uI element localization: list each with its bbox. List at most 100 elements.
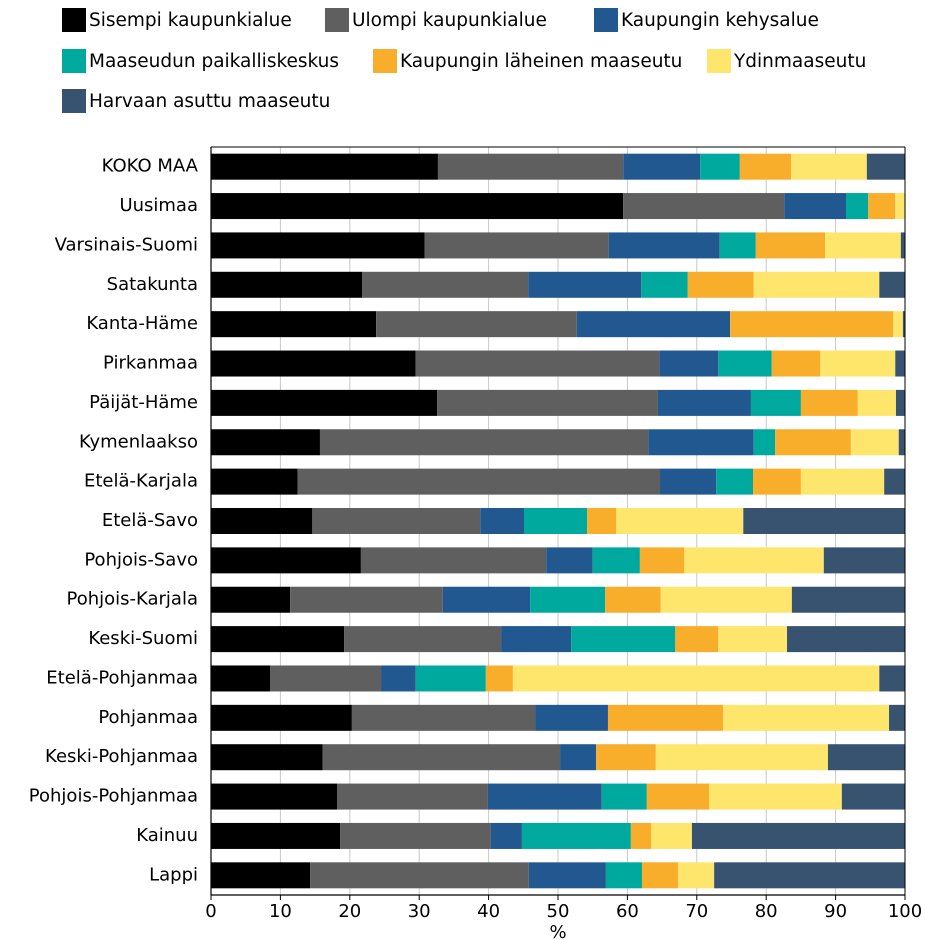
bar-segment: [442, 586, 531, 613]
bar-segment: [753, 271, 880, 298]
bar-segment: [310, 862, 529, 889]
bar-segment: [709, 783, 842, 810]
bar-segment: [691, 822, 905, 849]
x-tick-label: 40: [477, 901, 500, 922]
bar-segment: [884, 468, 905, 495]
bar-segment: [678, 862, 715, 889]
bar-segment: [596, 744, 656, 771]
bar-segment: [211, 508, 313, 534]
bar-segment: [501, 626, 572, 653]
bar-segment: [800, 468, 885, 495]
bar-segment: [641, 862, 679, 889]
bar-segment: [655, 744, 828, 771]
bar-segment: [739, 153, 792, 180]
bar-segment: [587, 508, 617, 534]
bar-segment: [601, 783, 647, 810]
x-tick-label: 60: [616, 901, 639, 922]
bar-segment: [879, 665, 905, 692]
legend-swatch: [373, 49, 397, 73]
bar-segment: [480, 508, 524, 534]
bar-segment: [743, 508, 905, 534]
bar-segment: [512, 665, 880, 692]
bar-segment: [889, 704, 905, 731]
bar-segment: [546, 547, 593, 574]
bar-segment: [714, 862, 905, 889]
bar-segment: [424, 232, 609, 259]
bar-segment: [337, 783, 488, 810]
bar-segment: [437, 153, 624, 180]
bar-segment: [319, 429, 649, 456]
legend-label: Harvaan asuttu maaseutu: [89, 91, 330, 112]
bar-segment: [700, 153, 740, 180]
bar-segment: [650, 822, 692, 849]
bar-segment: [211, 783, 338, 810]
bar-segment: [211, 704, 352, 731]
x-tick-label: 10: [269, 901, 292, 922]
bar-segment: [605, 862, 642, 889]
y-tick-label: Pohjois-Savo: [84, 549, 198, 570]
bar-segment: [784, 193, 847, 220]
x-tick-label: 70: [685, 901, 708, 922]
x-axis-label: %: [549, 922, 566, 940]
bar-segment: [902, 311, 905, 338]
bar-segment: [723, 704, 890, 731]
y-tick-label: KOKO MAA: [102, 156, 199, 177]
bar-segment: [351, 704, 536, 731]
bar-segment: [719, 232, 756, 259]
x-tick-label: 0: [205, 901, 216, 922]
bar-segment: [675, 626, 719, 653]
x-tick-label: 90: [824, 901, 847, 922]
y-tick-label: Etelä-Pohjanmaa: [46, 667, 198, 688]
bar-segment: [605, 586, 661, 613]
bar-segment: [893, 311, 903, 338]
bar-segment: [659, 350, 719, 377]
y-tick-label: Satakunta: [107, 274, 198, 295]
bar-segment: [608, 232, 720, 259]
bar-segment: [771, 350, 821, 377]
bar-segment: [211, 665, 270, 692]
bar-segment: [616, 508, 744, 534]
bar-segment: [211, 586, 291, 613]
bar-segment: [592, 547, 640, 574]
bar-segment: [791, 153, 867, 180]
bar-segment: [718, 350, 772, 377]
bar-segment: [641, 271, 688, 298]
bar-segment: [825, 232, 901, 259]
bar-segment: [866, 153, 905, 180]
bar-segment: [895, 389, 905, 416]
bar-segment: [753, 468, 801, 495]
bar-segment: [437, 389, 658, 416]
bar-segment: [657, 389, 751, 416]
bar-segment: [487, 783, 602, 810]
y-tick-label: Päijät-Häme: [89, 392, 198, 413]
bar-segment: [639, 547, 685, 574]
legend-label: Kaupungin kehysalue: [621, 10, 819, 31]
bar-segment: [623, 193, 785, 220]
legend-swatch: [62, 49, 86, 73]
x-tick-label: 50: [547, 901, 570, 922]
legend-swatch: [594, 8, 618, 32]
y-tick-label: Keski-Suomi: [88, 628, 198, 649]
bar-segment: [898, 429, 905, 456]
bar-segment: [850, 429, 899, 456]
bar-segment: [823, 547, 905, 574]
bar-segment: [827, 744, 905, 771]
x-tick-label: 80: [755, 901, 778, 922]
y-tick-label: Kymenlaakso: [79, 431, 198, 452]
bar-segment: [528, 271, 642, 298]
bar-segment: [211, 232, 425, 259]
bar-segment: [879, 271, 905, 298]
bar-segment: [684, 547, 824, 574]
y-tick-label: Uusimaa: [119, 195, 198, 216]
bar-segment: [297, 468, 661, 495]
y-tick-label: Keski-Pohjanmaa: [45, 746, 198, 767]
legend-swatch: [62, 89, 86, 113]
bar-segment: [895, 193, 905, 220]
bar-segment: [269, 665, 382, 692]
bar-segment: [490, 822, 522, 849]
bar-segment: [646, 783, 710, 810]
bar-segment: [211, 547, 361, 574]
bar-segment: [528, 862, 606, 889]
bar-segment: [841, 783, 905, 810]
bar-segment: [290, 586, 443, 613]
